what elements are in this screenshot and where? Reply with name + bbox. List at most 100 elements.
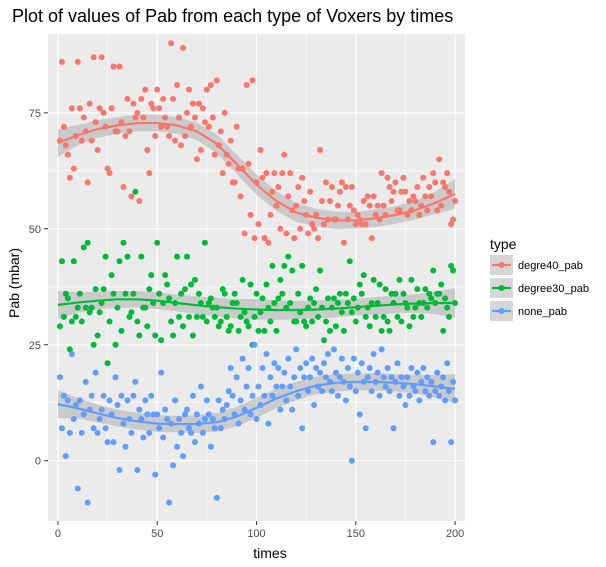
point-none_pab xyxy=(74,485,81,492)
point-degre40_pab xyxy=(174,82,181,89)
point-degre40_pab xyxy=(94,146,101,153)
point-degree30_pab xyxy=(424,304,431,311)
point-degre40_pab xyxy=(430,170,437,177)
legend-title: type xyxy=(490,236,517,252)
point-degree30_pab xyxy=(74,304,81,311)
smooth-line-degre40_pab xyxy=(57,121,456,222)
x-axis-label: times xyxy=(253,545,286,561)
point-degree30_pab xyxy=(321,337,328,344)
point-none_pab xyxy=(380,374,387,381)
point-degree30_pab xyxy=(82,304,89,311)
point-degree30_pab xyxy=(225,327,232,334)
point-none_pab xyxy=(352,388,359,395)
point-degree30_pab xyxy=(336,290,343,297)
point-none_pab xyxy=(424,374,431,381)
point-degree30_pab xyxy=(275,295,282,302)
point-none_pab xyxy=(350,355,357,362)
point-degre40_pab xyxy=(364,193,371,200)
point-degree30_pab xyxy=(168,318,175,325)
point-degre40_pab xyxy=(267,211,274,218)
point-degree30_pab xyxy=(84,239,91,246)
point-none_pab xyxy=(334,392,341,399)
point-degre40_pab xyxy=(259,174,266,181)
point-none_pab xyxy=(408,364,415,371)
point-degree30_pab xyxy=(317,267,324,274)
point-none_pab xyxy=(279,383,286,390)
point-degree30_pab xyxy=(154,239,161,246)
point-none_pab xyxy=(289,406,296,413)
point-degre40_pab xyxy=(62,142,69,149)
legend: type degre40_pab degree30_pab none_pab xyxy=(490,236,589,321)
point-degre40_pab xyxy=(321,221,328,228)
point-degree30_pab xyxy=(64,295,71,302)
point-none_pab xyxy=(92,369,99,376)
point-none_pab xyxy=(422,388,429,395)
point-none_pab xyxy=(56,374,63,381)
point-none_pab xyxy=(394,360,401,367)
point-degree30_pab xyxy=(184,253,190,260)
point-degree30_pab xyxy=(174,253,181,260)
legend-key-point xyxy=(498,308,505,314)
point-none_pab xyxy=(261,392,268,399)
point-none_pab xyxy=(191,439,198,446)
point-none_pab xyxy=(319,388,326,395)
point-none_pab xyxy=(187,429,194,436)
point-degre40_pab xyxy=(148,100,155,107)
point-degree30_pab xyxy=(358,290,365,297)
point-degree30_pab xyxy=(307,295,314,302)
point-degree30_pab xyxy=(88,304,95,311)
point-degree30_pab xyxy=(430,267,437,274)
point-degre40_pab xyxy=(207,82,214,89)
legend-key-point xyxy=(498,262,505,268)
point-degre40_pab xyxy=(283,230,290,237)
point-degre40_pab xyxy=(261,235,268,242)
point-degre40_pab xyxy=(132,114,139,121)
point-degree30_pab xyxy=(247,281,254,288)
point-none_pab xyxy=(199,429,206,436)
point-degre40_pab xyxy=(150,105,157,112)
point-degre40_pab xyxy=(271,170,278,177)
point-degree30_pab xyxy=(408,276,415,283)
point-degree30_pab xyxy=(56,323,63,330)
point-degre40_pab xyxy=(201,119,208,126)
point-degre40_pab xyxy=(350,207,357,214)
point-degree30_pab xyxy=(116,258,123,265)
point-degre40_pab xyxy=(392,179,399,186)
ribbon-none_pab xyxy=(57,373,456,433)
point-degre40_pab xyxy=(336,188,343,195)
point-none_pab xyxy=(366,364,373,371)
point-none_pab xyxy=(297,364,304,371)
point-degre40_pab xyxy=(279,170,286,177)
point-degre40_pab xyxy=(184,109,190,116)
point-none_pab xyxy=(189,392,196,399)
point-degre40_pab xyxy=(281,151,288,158)
point-degre40_pab xyxy=(380,202,387,209)
point-none_pab xyxy=(378,346,385,353)
point-none_pab xyxy=(229,392,236,399)
point-degree30_pab xyxy=(438,281,445,288)
point-none_pab xyxy=(82,378,89,385)
point-degre40_pab xyxy=(70,165,77,172)
point-degre40_pab xyxy=(422,193,429,200)
point-degre40_pab xyxy=(122,133,129,140)
point-none_pab xyxy=(271,360,278,367)
point-none_pab xyxy=(277,406,284,413)
point-none_pab xyxy=(154,411,161,418)
point-degre40_pab xyxy=(233,123,240,130)
point-degre40_pab xyxy=(372,211,379,218)
point-none_pab xyxy=(164,415,171,422)
point-none_pab xyxy=(184,406,190,413)
point-none_pab xyxy=(146,429,153,436)
point-degree30_pab xyxy=(271,300,278,307)
point-none_pab xyxy=(174,443,181,450)
point-degre40_pab xyxy=(410,193,417,200)
point-degre40_pab xyxy=(275,184,282,191)
point-degree30_pab xyxy=(205,300,212,307)
point-none_pab xyxy=(358,360,365,367)
point-none_pab xyxy=(348,457,355,464)
point-degre40_pab xyxy=(106,170,113,177)
point-degre40_pab xyxy=(348,184,355,191)
point-none_pab xyxy=(156,425,163,432)
point-none_pab xyxy=(162,406,169,413)
point-none_pab xyxy=(328,388,335,395)
